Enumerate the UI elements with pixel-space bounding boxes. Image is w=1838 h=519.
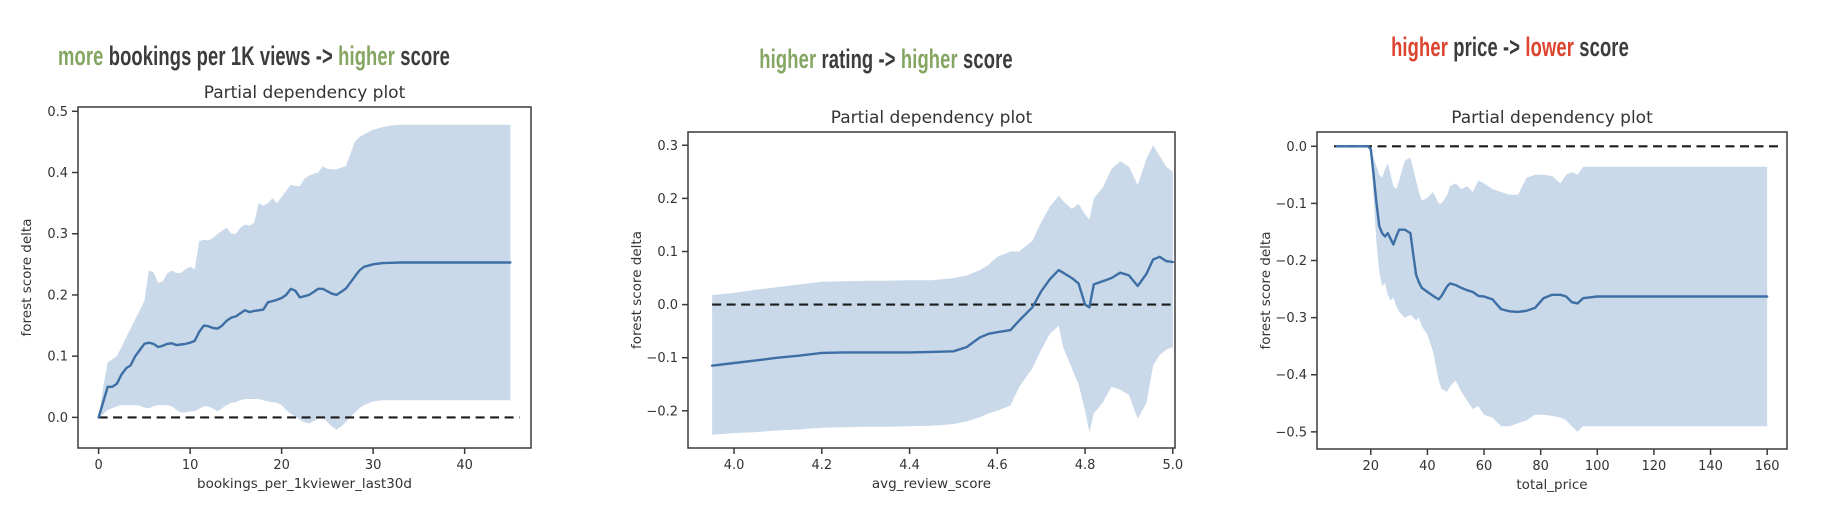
x-tick-label: 20 (273, 458, 290, 473)
x-tick-label: 4.4 (899, 458, 920, 473)
y-tick-label: −0.3 (1275, 311, 1307, 326)
panel-heading-text: higher rating -> higher score (759, 45, 1012, 73)
heading-segment-green: higher (338, 41, 396, 71)
heading-segment-green: higher (759, 44, 817, 74)
y-tick-label: −0.1 (646, 351, 678, 366)
heading-segment-dark: rating -> (816, 44, 901, 74)
x-tick-label: 20 (1363, 459, 1380, 474)
y-tick-label: 0.1 (657, 245, 678, 260)
y-tick-label: 0.4 (47, 166, 68, 181)
heading-segment-green: more (58, 41, 104, 71)
confidence-band (1336, 146, 1768, 432)
axis-frame (687, 131, 1176, 449)
x-tick-label: 40 (1419, 459, 1436, 474)
x-tick-label: 40 (456, 458, 473, 473)
y-axis-label: forest score delta (1258, 232, 1274, 350)
x-axis-label: total_price (1516, 477, 1587, 493)
axis-frame (1316, 131, 1788, 450)
pdp-chart-bookings: 0 10 20 30 40 0.0 0.1 0.2 0.3 0.4 0.5 Partial depen… (19, 83, 532, 492)
heading-segment-dark: score (1574, 32, 1629, 62)
x-tick-label: 120 (1642, 459, 1667, 474)
pdp-mean-line (1335, 145, 1769, 314)
y-tick-label: −0.2 (646, 404, 678, 419)
axis-frame (77, 106, 532, 449)
x-tick-label: 140 (1698, 459, 1723, 474)
x-axis-label: bookings_per_1kviewer_last30d (197, 476, 412, 492)
heading-segment-red: lower (1525, 32, 1575, 62)
y-tick-label: −0.5 (1275, 425, 1307, 440)
pdp-mean-line (710, 255, 1174, 367)
y-tick-label: −0.2 (1275, 254, 1307, 269)
chart-title: Partial dependency plot (204, 83, 406, 103)
y-tick-label: 0.0 (657, 298, 678, 313)
x-tick-label: 4.6 (987, 458, 1008, 473)
pdp-chart-rating: 4.0 4.2 4.4 4.6 4.8 5.0 −0.2 −0.1 0.0 0.1 0.2 0.3 Pa… (629, 108, 1183, 492)
heading-segment-dark: score (395, 41, 450, 71)
panel-heading-text: higher price -> lower score (1391, 33, 1629, 61)
x-tick-label: 80 (1532, 459, 1549, 474)
x-tick-label: 4.8 (1075, 458, 1096, 473)
y-tick-label: 0.2 (657, 192, 678, 207)
y-tick-label: 0.3 (657, 139, 678, 154)
x-tick-label: 10 (182, 458, 199, 473)
x-tick-label: 5.0 (1162, 458, 1183, 473)
y-axis-label: forest score delta (629, 231, 645, 349)
panel-price-pdp: higher price -> lower score 20 40 60 80 100 1… (1226, 0, 1838, 519)
x-tick-label: 30 (365, 458, 382, 473)
pdp-mean-line (97, 261, 512, 419)
confidence-band (712, 145, 1173, 435)
heading-segment-green: higher (900, 44, 958, 74)
x-tick-label: 0 (94, 458, 102, 473)
y-tick-label: 0.0 (47, 411, 68, 426)
y-tick-label: −0.4 (1275, 368, 1307, 383)
heading-segment-red: higher (1391, 32, 1448, 62)
x-axis-label: avg_review_score (872, 476, 991, 492)
x-tick-label: 100 (1585, 459, 1610, 474)
panel-rating-pdp: higher rating -> higher score 4.0 4.2 4.4 4… (613, 0, 1226, 519)
x-tick-label: 4.2 (811, 458, 832, 473)
panel-bookings-pdp: more bookings per 1K views -> higher sco… (0, 0, 613, 519)
heading-segment-dark: price -> (1447, 32, 1526, 62)
chart-title: Partial dependency plot (831, 108, 1033, 128)
pdp-chart-price: 20 40 60 80 100 120 140 160 −0.5 −0.4 −0.3 −0.2 −0.1… (1258, 108, 1788, 493)
confidence-band (98, 124, 511, 430)
panel-heading-text: more bookings per 1K views -> higher sco… (58, 42, 450, 70)
y-tick-label: 0.3 (47, 227, 68, 242)
y-tick-label: −0.1 (1275, 197, 1307, 212)
y-tick-label: 0.1 (47, 350, 68, 365)
x-tick-label: 4.0 (724, 458, 745, 473)
y-tick-label: 0.0 (1286, 140, 1307, 155)
x-tick-label: 60 (1476, 459, 1493, 474)
y-tick-label: 0.2 (47, 288, 68, 303)
x-tick-label: 160 (1755, 459, 1780, 474)
y-tick-label: 0.5 (47, 105, 68, 120)
heading-segment-dark: score (957, 44, 1013, 74)
chart-title: Partial dependency plot (1451, 108, 1653, 128)
y-axis-label: forest score delta (19, 219, 35, 337)
heading-segment-dark: bookings per 1K views -> (103, 41, 339, 71)
